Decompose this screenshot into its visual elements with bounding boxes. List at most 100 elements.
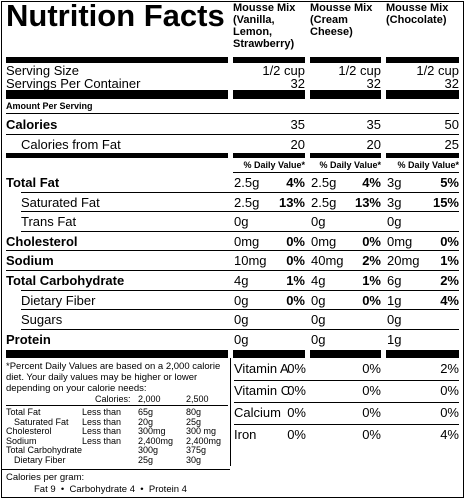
nutrient-label: Protein: [6, 332, 51, 347]
daily-value-header: % Daily Value*: [319, 160, 381, 170]
vitamin-value: 0%: [287, 361, 306, 376]
nutrient-amount: 1g: [387, 332, 402, 347]
vitamin-value: 0%: [362, 405, 381, 420]
nutrient-label: Total Fat: [6, 175, 60, 190]
footnote-row-b: 80g: [186, 407, 202, 417]
divider: [234, 380, 459, 381]
footnote-row-name: Total Fat: [6, 407, 41, 417]
footnote-row-a: 65g: [138, 407, 154, 417]
divider: [2, 469, 230, 470]
footnote-cal-2500: 2,500: [186, 394, 209, 404]
column-header-1: Mousse Mix (Vanilla, Lemon, Strawberry): [233, 2, 296, 50]
nutrient-amount: 20mg: [387, 253, 420, 268]
footnote-row-b: 375g: [186, 445, 207, 455]
servings-value: 32: [366, 76, 381, 91]
footnote-row-name: Saturated Fat: [14, 416, 69, 427]
nutrient-dv: 1%: [362, 273, 381, 288]
nutrient-dv: 2%: [440, 273, 459, 288]
nutrient-amount: 2.5g: [234, 175, 260, 190]
calories-fat-value: 20: [290, 137, 305, 152]
footnote-row-cond: Less than: [82, 407, 122, 417]
servings-bar-col-1: [233, 90, 305, 99]
nutrient-amount: 4g: [234, 273, 249, 288]
footnote-row-a: 300g: [138, 445, 159, 455]
serving-size-value: 1/2 cup: [416, 63, 459, 78]
column-header-3: Mousse Mix (Chocolate): [386, 2, 449, 26]
nutrient-dv: 4%: [440, 293, 459, 308]
vitamin-value: 2%: [440, 361, 459, 376]
nutrient-label: Dietary Fiber: [21, 293, 96, 308]
nutrient-label: Saturated Fat: [21, 195, 100, 210]
footnote-row-cond: Less than: [82, 416, 122, 427]
cal-per-gram: Calories per gram:: [6, 472, 85, 483]
nutrient-amount: 10mg: [234, 253, 267, 268]
nutrient-dv: 0%: [362, 293, 381, 308]
footnote-row-cond: Less than: [82, 435, 122, 446]
calories-fat-value: 25: [444, 137, 459, 152]
divider: [234, 424, 459, 425]
daily-value-header: % Daily Value*: [397, 160, 459, 170]
vitamin-value: 0%: [287, 427, 306, 442]
nutrient-amount: 0g: [234, 214, 249, 229]
calories-bar-col-1: [233, 153, 305, 158]
nutrient-amount: 0g: [311, 332, 326, 347]
serving-size-value: 1/2 cup: [262, 63, 305, 78]
protein-bar-col-1: [233, 350, 305, 358]
nutrient-amount: 0g: [387, 312, 402, 327]
footnote-cal-2000: 2,000: [138, 394, 161, 404]
header-bar-col-2: [310, 57, 381, 63]
nutrient-amount: 0g: [311, 293, 326, 308]
nutrient-amount: 0g: [234, 332, 249, 347]
servings-value: 32: [290, 76, 305, 91]
nutrient-dv: 13%: [278, 195, 305, 210]
nutrient-label: Trans Fat: [21, 214, 77, 229]
footnote-intro: *Percent Daily Values are based on a 2,0…: [6, 361, 221, 394]
label-title: Nutrition Facts: [6, 0, 225, 33]
footnote-row-a: 25g: [138, 454, 154, 465]
divider: [6, 270, 459, 271]
servings-bar: [6, 90, 228, 99]
column-header-2: Mousse Mix (Cream Cheese): [310, 2, 373, 38]
nutrient-dv: 0%: [362, 234, 381, 249]
calories-fat-value: 20: [366, 137, 381, 152]
vitamin-label: Calcium: [234, 405, 281, 420]
footnote-row-a: 2,400mg: [138, 435, 174, 446]
vitamin-label: Iron: [234, 427, 257, 442]
servings-value: 32: [444, 76, 459, 91]
vitamin-value: 0%: [440, 383, 459, 398]
protein-bar-col-2: [310, 350, 381, 358]
footnote-row-b: 25g: [186, 416, 202, 427]
footnote-row-a: 300mg: [138, 426, 166, 436]
servings-bar-col-3: [386, 90, 459, 99]
footnote-calories-label: Calories:: [95, 394, 131, 404]
calories-value: 50: [444, 117, 459, 132]
nutrient-amount: 0g: [311, 312, 326, 327]
header-bar-col-3: [386, 57, 459, 63]
nutrient-dv: 0%: [440, 234, 459, 249]
divider: [21, 329, 459, 330]
nutrient-amount: 0g: [311, 214, 326, 229]
nutrient-dv: 5%: [440, 175, 459, 190]
nutrient-dv: 13%: [354, 195, 381, 210]
footnote-row-cond: Less than: [82, 426, 122, 436]
nutrient-amount: 1g: [387, 293, 402, 308]
footnote-row-a: 20g: [138, 416, 154, 427]
nutrient-amount: 40mg: [311, 253, 344, 268]
nutrient-amount: 2.5g: [234, 195, 260, 210]
footer-divider: [230, 358, 231, 466]
vitamin-label: Vitamin A: [234, 361, 289, 376]
vitamin-value: 0%: [362, 361, 381, 376]
nutrient-amount: 0mg: [311, 234, 337, 249]
nutrient-amount: 2.5g: [311, 195, 337, 210]
protein-bar: [6, 350, 228, 358]
nutrient-amount: 0g: [234, 293, 249, 308]
nutrient-dv: 0%: [286, 234, 305, 249]
footnote-row-name: Sodium: [6, 435, 37, 446]
nutrient-amount: 0g: [387, 214, 402, 229]
nutrient-label: Sodium: [6, 253, 54, 268]
nutrient-dv: 1%: [440, 253, 459, 268]
nutrient-dv: 15%: [432, 195, 459, 210]
footnote-row-b: 2,400mg: [186, 435, 222, 446]
nutrient-amount: 3g: [387, 195, 402, 210]
vitamin-label: Vitamin C: [234, 383, 291, 398]
